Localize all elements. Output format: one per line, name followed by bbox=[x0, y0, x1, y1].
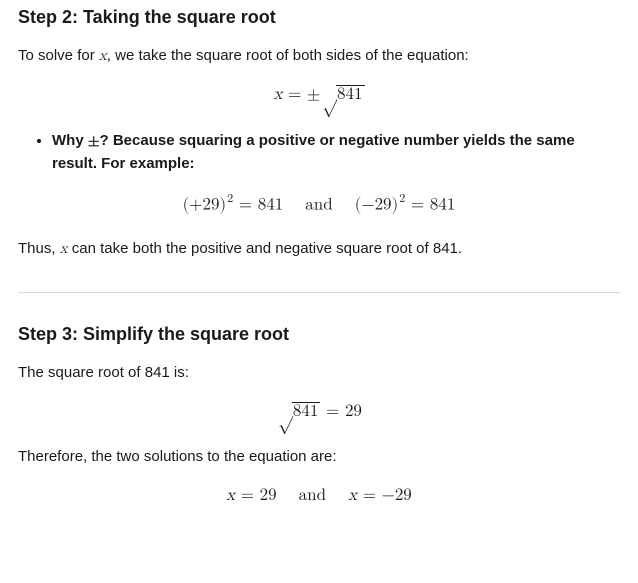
section-divider bbox=[18, 292, 620, 293]
step3-therefore: Therefore, the two solutions to the equa… bbox=[18, 446, 620, 469]
eq3-eq: = bbox=[320, 403, 345, 420]
surd-icon: √ bbox=[278, 403, 293, 420]
eq2-left-eq: = bbox=[233, 196, 258, 213]
eq1-radicand: 841 bbox=[336, 85, 365, 103]
why-pm: ± bbox=[88, 133, 100, 148]
eq4-neg: − bbox=[382, 487, 395, 504]
eq2-right-close: ) bbox=[392, 196, 399, 213]
eq2-left-sign: + bbox=[189, 196, 202, 213]
step2-intro: To solve for x, we take the square root … bbox=[18, 45, 620, 68]
eq1-eq: = bbox=[282, 86, 307, 103]
step3-intro: The square root of 841 is: bbox=[18, 362, 620, 385]
eq2-right-val: 841 bbox=[430, 196, 456, 213]
step2-intro-a: To solve for bbox=[18, 47, 99, 64]
step2-equation-1: x = ±√841 bbox=[18, 82, 620, 110]
step2-heading: Step 2: Taking the square root bbox=[18, 4, 620, 31]
eq4-var-b: x bbox=[348, 487, 357, 504]
step2-conclusion-b: can take both the positive and negative … bbox=[68, 240, 462, 257]
step3-heading: Step 3: Simplify the square root bbox=[18, 321, 620, 348]
step2-conclusion-var: x bbox=[60, 241, 68, 256]
surd-icon: √ bbox=[322, 86, 337, 103]
eq4-val1: 29 bbox=[260, 487, 277, 504]
step2-equation-2: (+29)2 = 841and(−29)2 = 841 bbox=[18, 190, 620, 218]
eq4-var-a: x bbox=[226, 487, 235, 504]
eq2-right-num: 29 bbox=[375, 196, 392, 213]
eq4-eq-b: = bbox=[357, 487, 382, 504]
step2-bullet-list: Why ±? Because squaring a positive or ne… bbox=[18, 129, 620, 176]
why-rest: ? Because squaring a positive or negativ… bbox=[52, 132, 575, 172]
eq3-radicand: 841 bbox=[292, 402, 321, 420]
eq4-eq-a: = bbox=[235, 487, 260, 504]
step2-conclusion-a: Thus, bbox=[18, 240, 60, 257]
eq2-right-eq: = bbox=[405, 196, 430, 213]
step2-conclusion: Thus, x can take both the positive and n… bbox=[18, 238, 620, 261]
eq2-and: and bbox=[305, 196, 332, 213]
eq3-sqrt: √841 bbox=[276, 399, 320, 427]
eq3-val: 29 bbox=[345, 403, 362, 420]
step2-why: Why ±? Because squaring a positive or ne… bbox=[52, 132, 575, 172]
eq2-left-num: 29 bbox=[203, 196, 220, 213]
eq1-pm: ± bbox=[307, 86, 320, 103]
eq4-and: and bbox=[299, 487, 326, 504]
eq2-right-sign: − bbox=[361, 196, 374, 213]
eq1-sqrt: √841 bbox=[320, 82, 364, 110]
eq2-left-val: 841 bbox=[258, 196, 284, 213]
step2-intro-b: , we take the square root of both sides … bbox=[107, 47, 469, 64]
eq2-left-close: ) bbox=[220, 196, 227, 213]
step3-equation-1: √841 = 29 bbox=[18, 399, 620, 427]
step2-bullet: Why ±? Because squaring a positive or ne… bbox=[52, 129, 620, 176]
step2-intro-var: x bbox=[99, 48, 107, 63]
eq4-val2: 29 bbox=[395, 487, 412, 504]
why-label: Why bbox=[52, 132, 88, 149]
step3-equation-2: x = 29andx = −29 bbox=[18, 483, 620, 509]
